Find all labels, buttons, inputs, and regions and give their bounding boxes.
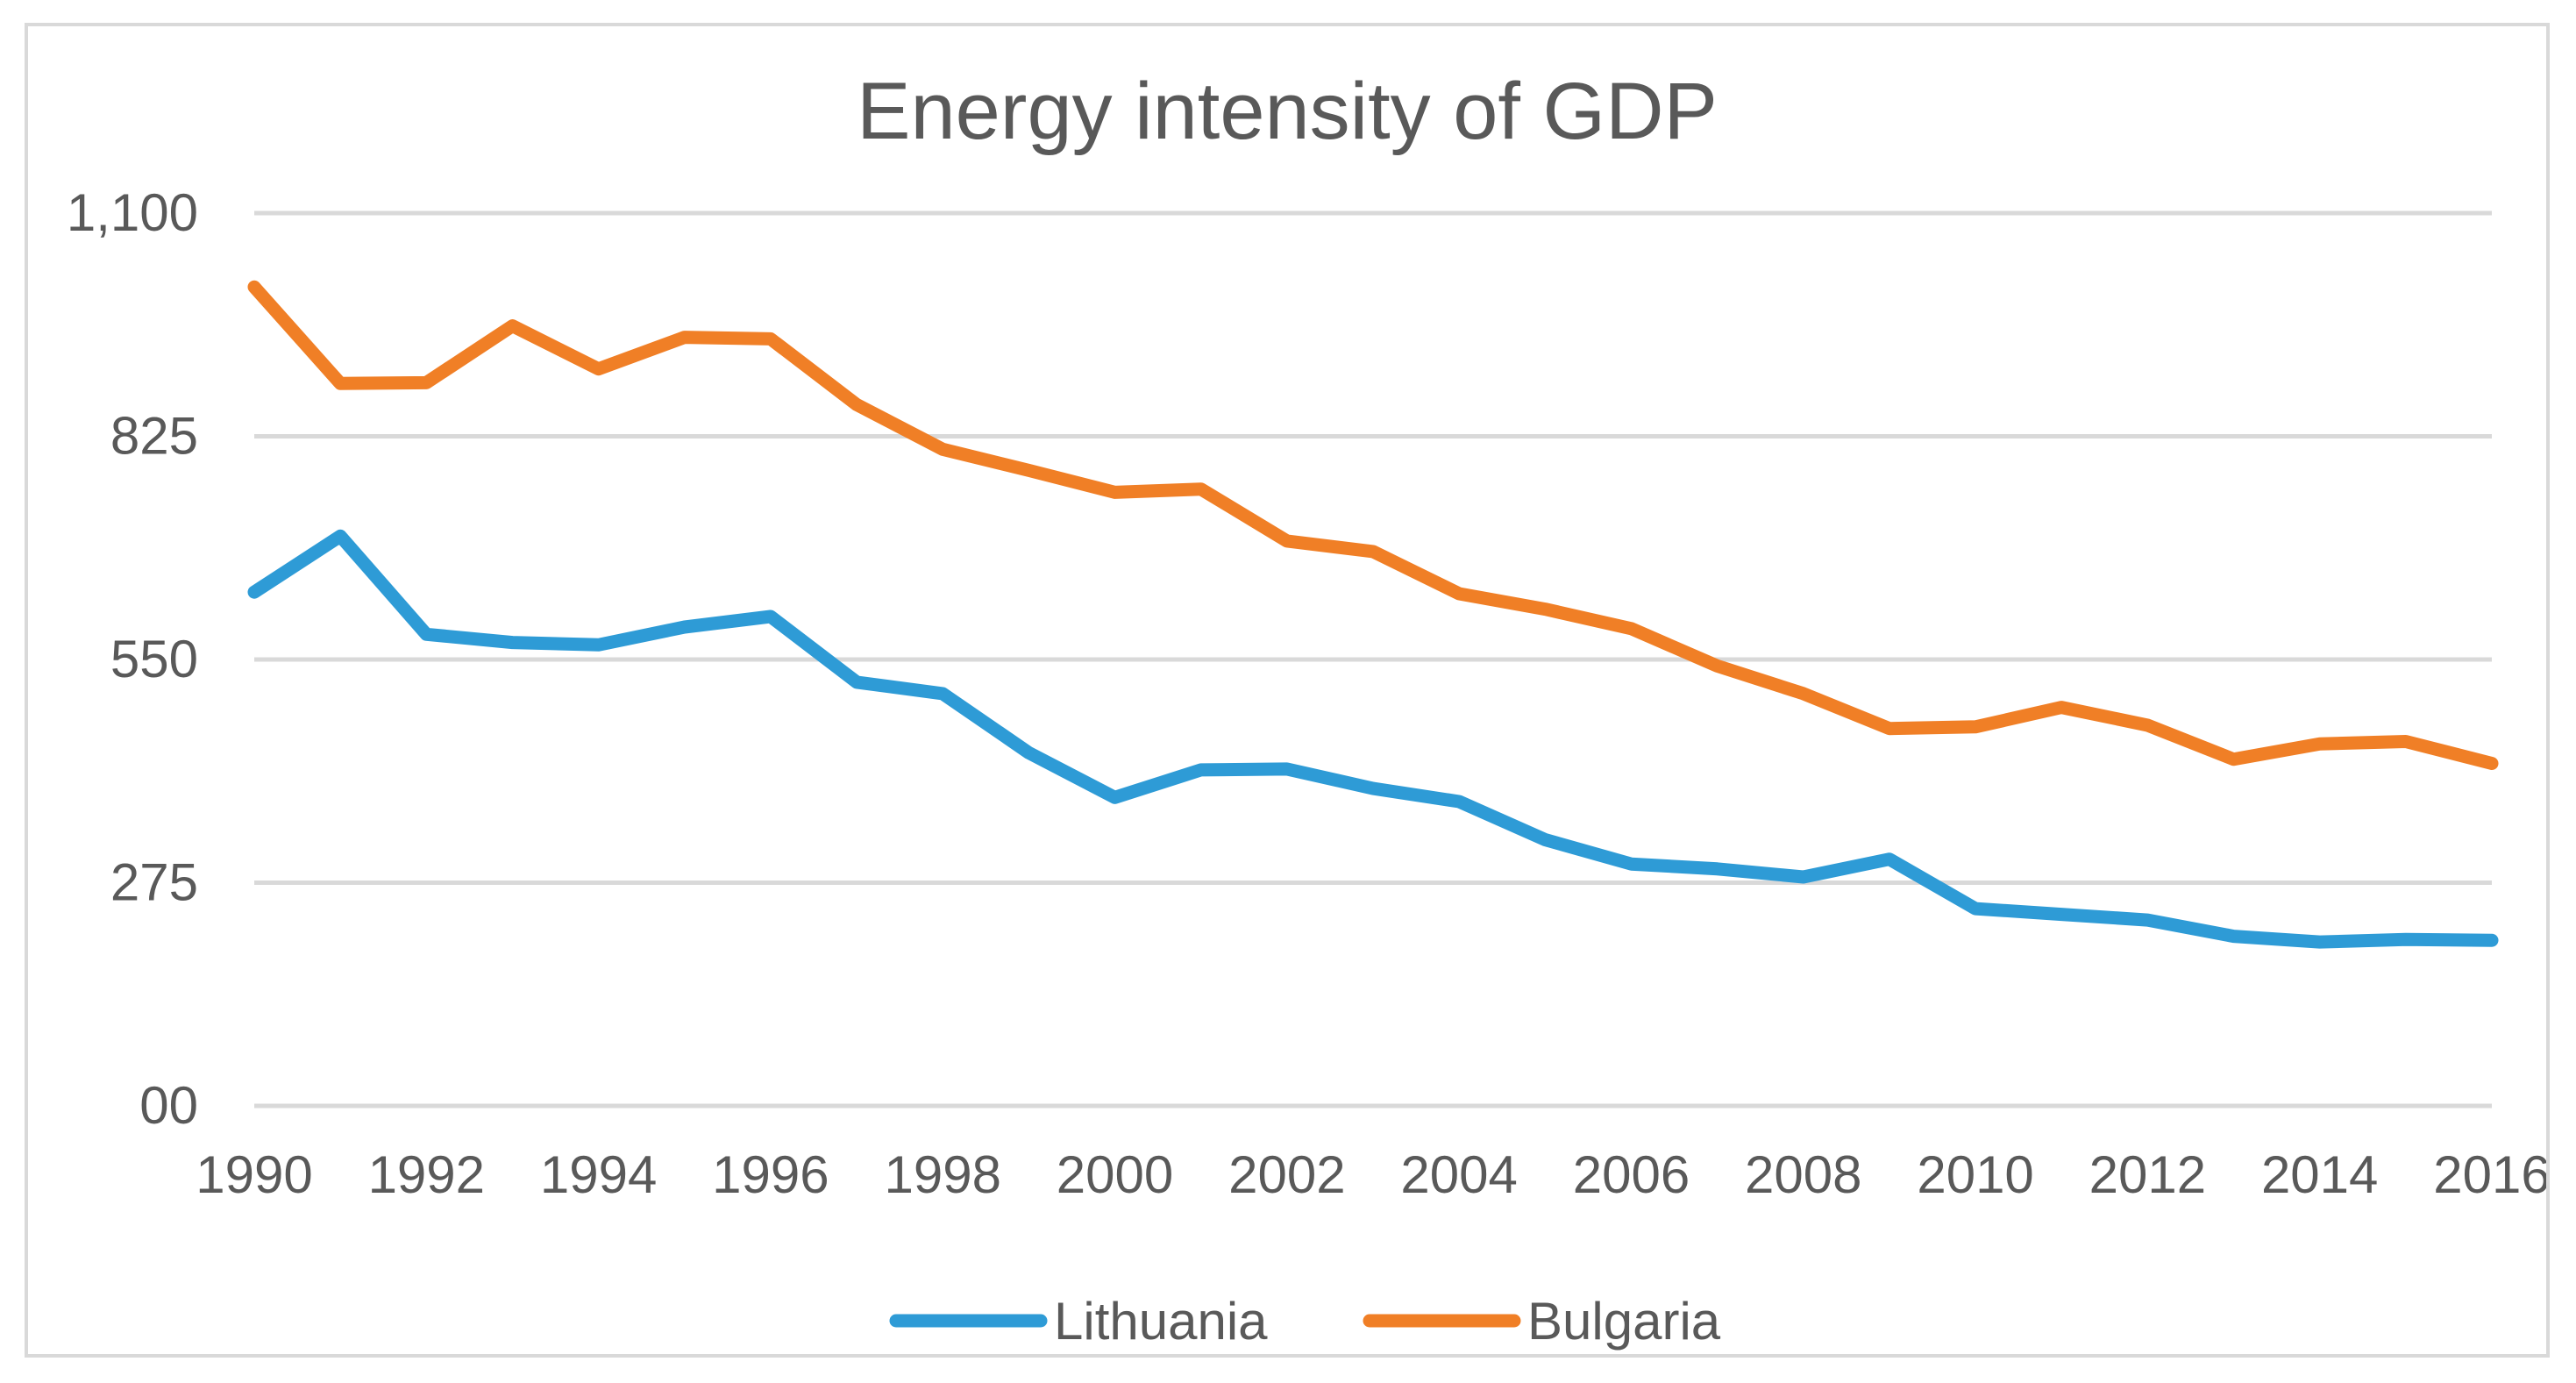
x-tick-label: 2000 [1057,1145,1173,1204]
x-tick-label: 1998 [884,1145,1000,1204]
x-tick-label: 2014 [2261,1145,2378,1204]
series-line-lithuania [247,529,2499,949]
x-tick-label: 1990 [196,1145,312,1204]
legend: Lithuania Bulgaria [889,1292,1721,1351]
y-tick-label: 1,100 [67,183,198,242]
y-tick-label: 00 [139,1076,198,1135]
y-axis-tick-labels: 00 275 550 825 1,100 [67,183,198,1135]
line-chart: Energy intensity of GDP 00 275 550 825 1,100… [67,67,2546,1351]
grid-lines [254,210,2492,1109]
legend-label-lithuania: Lithuania [1054,1292,1268,1351]
x-tick-label: 2004 [1400,1145,1517,1204]
x-tick-label: 1994 [540,1145,657,1204]
y-tick-label: 825 [110,407,198,466]
x-tick-label: 2012 [2089,1145,2206,1204]
x-axis-tick-labels: 1990 1992 1994 1996 1998 2000 2002 2004 2006 2008… [196,1145,2546,1204]
x-tick-label: 2008 [1745,1145,1861,1204]
x-tick-label: 2002 [1228,1145,1345,1204]
data-series [247,280,2499,949]
x-tick-label: 2010 [1917,1145,2033,1204]
y-tick-label: 550 [110,630,198,688]
y-tick-label: 275 [110,853,198,912]
x-tick-label: 2006 [1573,1145,1690,1204]
x-tick-label: 2016 [2433,1145,2546,1204]
legend-label-bulgaria: Bulgaria [1527,1292,1721,1351]
chart-title: Energy intensity of GDP [857,67,1718,156]
series-line-bulgaria [247,280,2499,770]
chart-frame: Energy intensity of GDP 00 275 550 825 1,100… [25,23,2550,1358]
x-tick-label: 1996 [712,1145,829,1204]
x-tick-label: 1992 [368,1145,485,1204]
